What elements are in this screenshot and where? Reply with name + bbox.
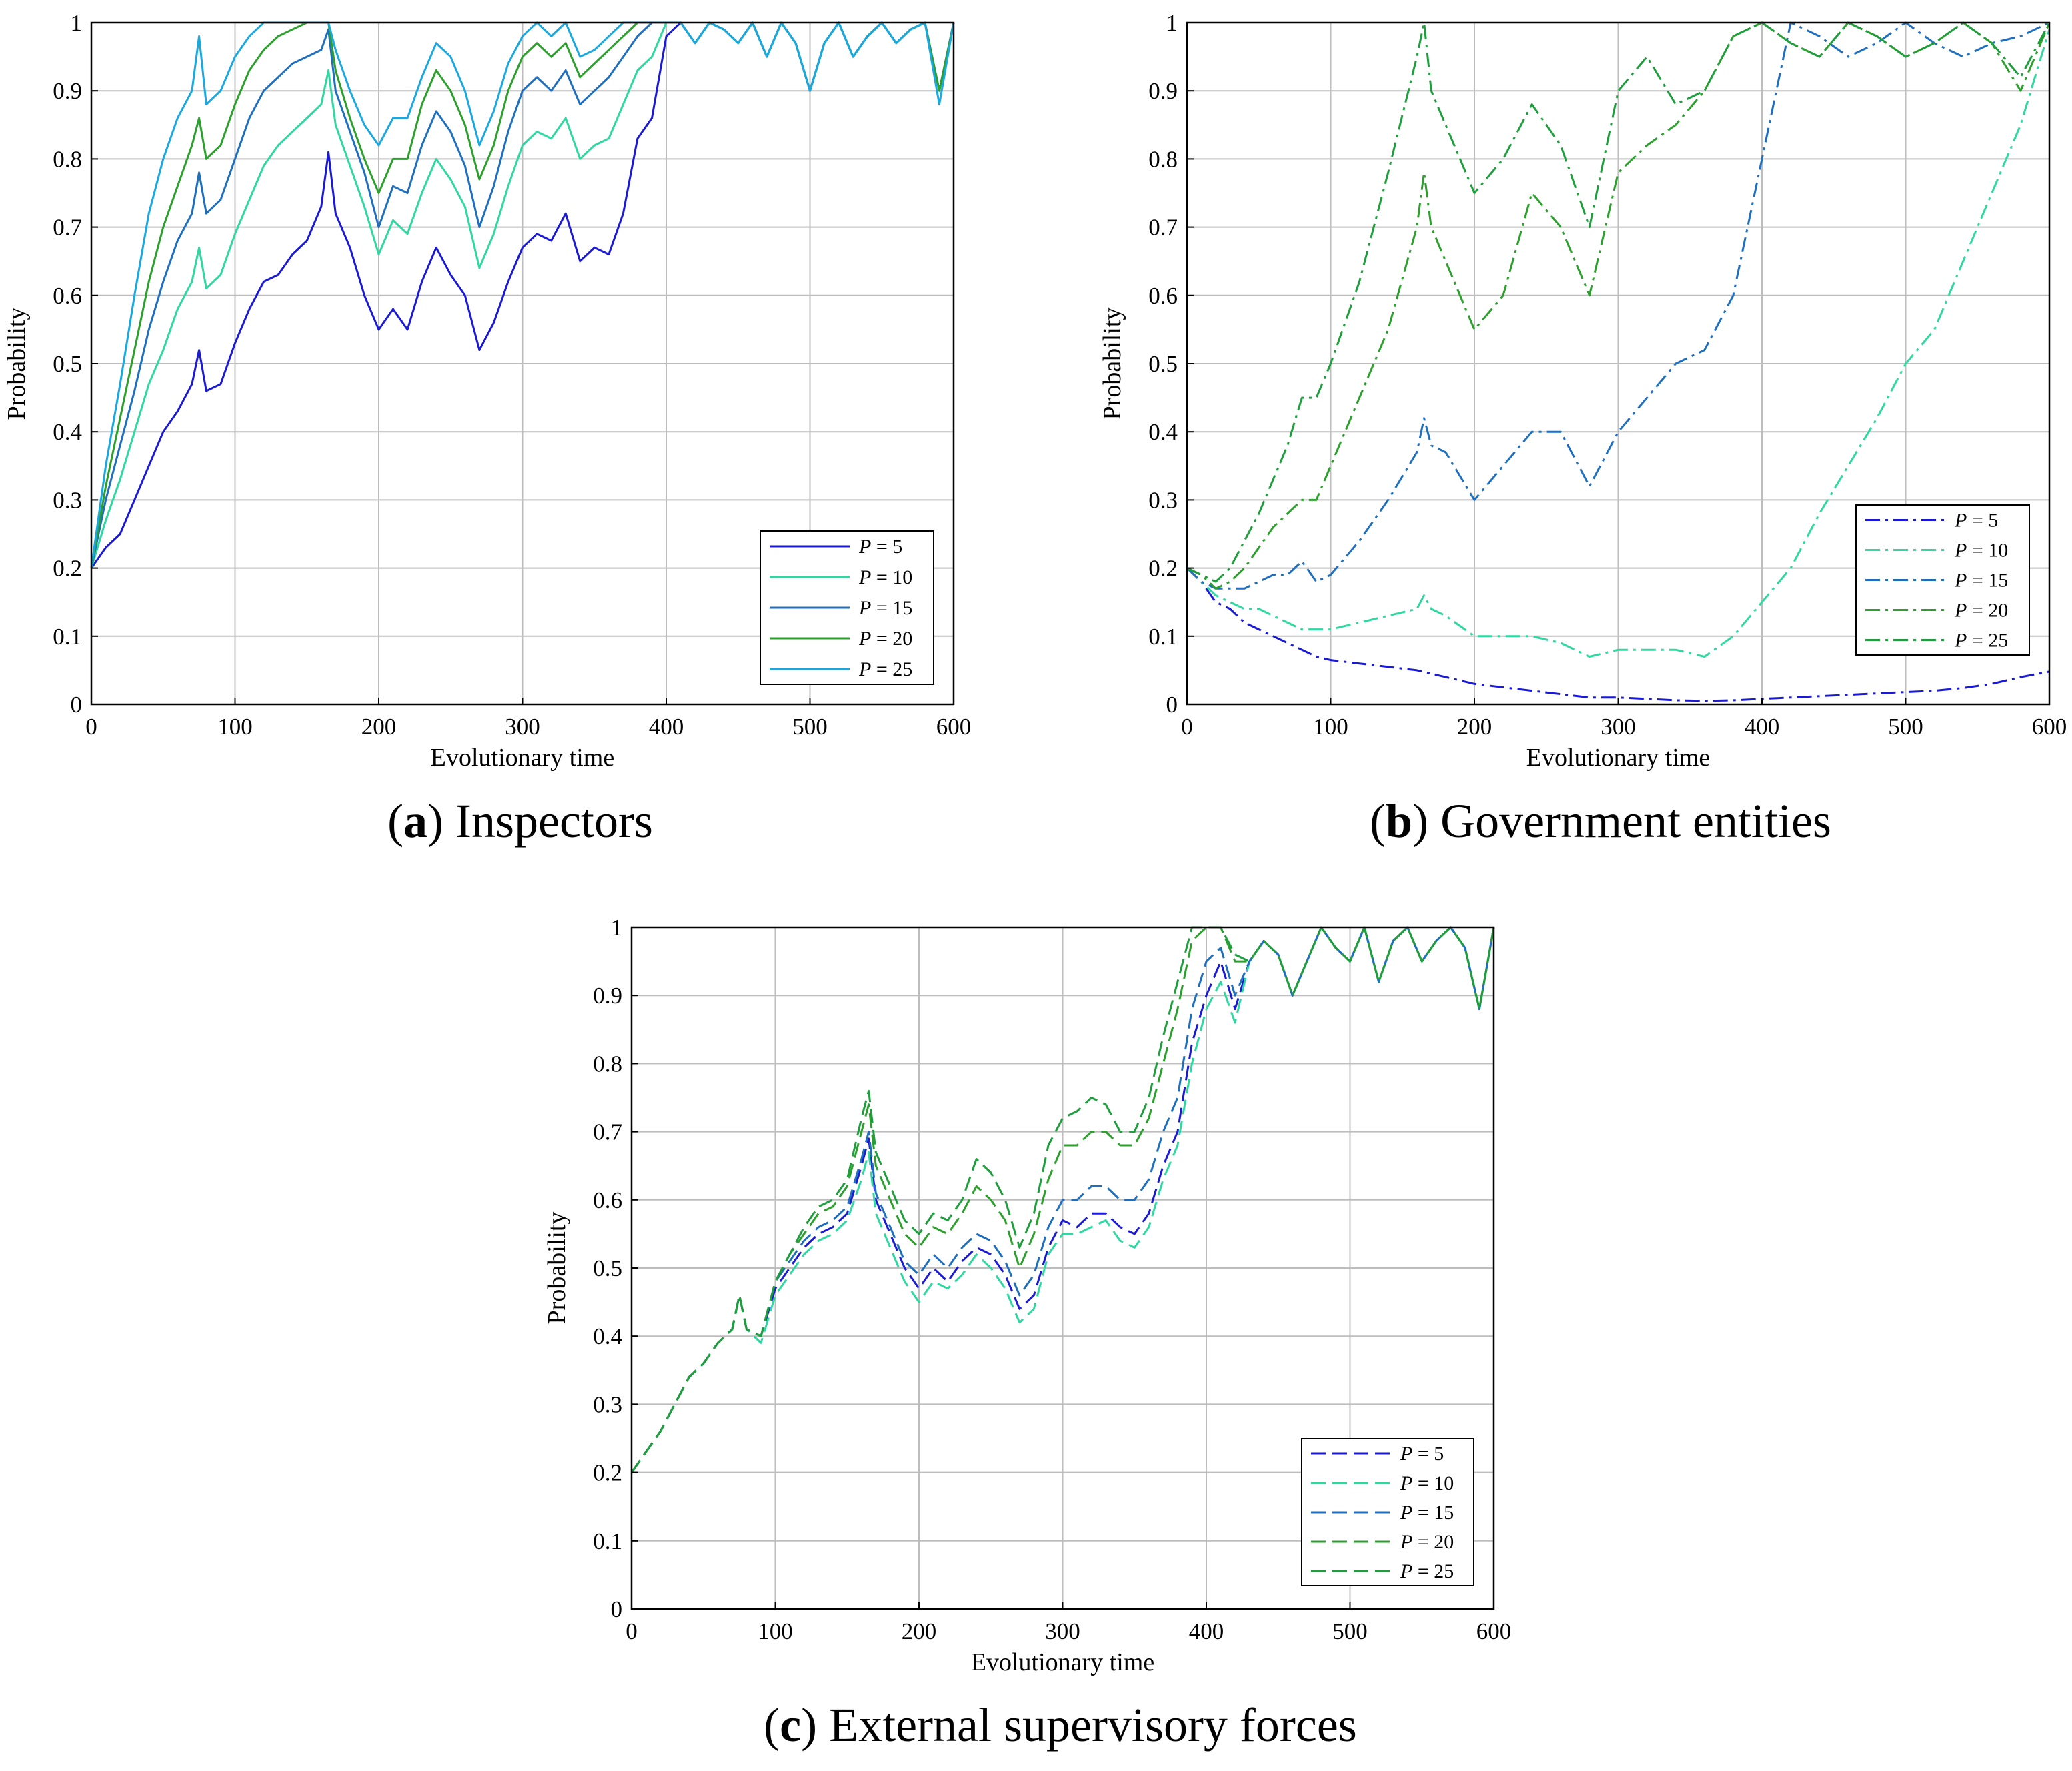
legend-label-p25: P = 25 [1400, 1560, 1454, 1582]
x-tick-label: 200 [902, 1618, 937, 1644]
y-tick-label: 0.5 [53, 351, 82, 377]
y-tick-label: 0.7 [1148, 215, 1178, 241]
y-tick-label: 0 [611, 1596, 623, 1622]
y-tick-label: 0.1 [53, 624, 82, 650]
legend-label-p15: P = 15 [1954, 570, 2008, 592]
y-tick-label: 0 [71, 692, 83, 718]
legend: P = 5 P = 10 P = 15 P = 20 P = 25 [760, 530, 934, 685]
y-tick-label: 0.4 [1148, 419, 1178, 445]
x-tick-label: 600 [2032, 714, 2067, 740]
series-line-p25 [630, 926, 1495, 1473]
y-tick-label: 0.2 [53, 556, 82, 582]
series-line-p5 [1186, 567, 2050, 702]
x-tick-label: 600 [1476, 1618, 1512, 1644]
series-line-p20 [1186, 21, 2051, 590]
legend-label-p10: P = 10 [1954, 540, 2008, 562]
legend: P = 5 P = 10 P = 15 P = 20 P = 25 [1301, 1438, 1474, 1586]
x-tick-label: 500 [792, 714, 828, 740]
x-tick-label: 400 [1745, 714, 1780, 740]
series-line-p10 [1186, 29, 2051, 658]
x-tick-label: 100 [217, 714, 253, 740]
x-tick-label: 500 [1888, 714, 1923, 740]
x-tick-label: 600 [936, 714, 972, 740]
y-tick-label: 0.5 [1148, 351, 1178, 377]
y-axis-title: Probability [543, 1212, 571, 1325]
x-tick-label: 400 [1189, 1618, 1224, 1644]
x-tick-label: 200 [361, 714, 397, 740]
chart-panel-a: 0 100 200 300 400 500 600 0 0.1 0.2 0.3 0.4 0.5 0.6 0.… [3, 10, 971, 848]
series-line-p25 [1186, 21, 2051, 583]
x-tick-label: 100 [1313, 714, 1348, 740]
y-tick-label: 0.3 [1148, 487, 1178, 513]
y-tick-label: 0.9 [1148, 78, 1178, 104]
x-axis-title: Evolutionary time [971, 1648, 1154, 1676]
series-line-p10 [630, 926, 1495, 1473]
legend-label-p25: P = 25 [858, 658, 912, 680]
y-tick-label: 0.8 [1148, 146, 1178, 172]
legend-label-p10: P = 10 [1400, 1472, 1454, 1494]
chart-panel-c: 0 100 200 300 400 500 600 0 0.1 0.2 0.3 0.4 0.5 0.6 0.… [543, 915, 1511, 1752]
y-axis-title: Probability [3, 308, 31, 420]
y-tick-label: 0.9 [53, 78, 82, 104]
caption-b: (b) Government entities [1370, 794, 1831, 848]
y-tick-label: 0.3 [53, 487, 82, 513]
series-lines [1186, 21, 2051, 702]
y-tick-label: 0.7 [53, 215, 82, 241]
x-tick-label: 0 [85, 714, 97, 740]
y-tick-label: 0.2 [1148, 556, 1178, 582]
y-tick-label: 0.6 [593, 1187, 622, 1213]
x-tick-label: 300 [505, 714, 540, 740]
x-tick-label: 0 [626, 1618, 638, 1644]
legend-label-p20: P = 20 [1954, 600, 2008, 622]
chart-panel-b: 0 100 200 300 400 500 600 0 0.1 0.2 0.3 0.4 0.5 0.6 0.… [1098, 10, 2067, 848]
legend-label-p15: P = 15 [858, 597, 912, 619]
y-tick-label: 0.1 [1148, 624, 1178, 650]
x-tick-label: 100 [758, 1618, 793, 1644]
y-tick-label: 1 [71, 10, 83, 36]
y-tick-label: 0.2 [593, 1460, 622, 1486]
y-tick-label: 0.9 [593, 983, 622, 1009]
y-tick-label: 0.1 [593, 1528, 622, 1554]
legend-label-p5: P = 5 [1400, 1443, 1444, 1465]
x-tick-label: 300 [1045, 1618, 1080, 1644]
series-line-p25 [90, 21, 955, 568]
y-tick-label: 0.8 [53, 146, 82, 172]
y-tick-label: 0.7 [593, 1119, 622, 1145]
legend-label-p5: P = 5 [1954, 510, 1998, 532]
x-tick-label: 0 [1181, 714, 1193, 740]
y-tick-label: 0.4 [593, 1323, 622, 1349]
legend-label-p20: P = 20 [858, 628, 912, 650]
y-tick-label: 1 [1166, 10, 1178, 36]
legend-label-p20: P = 20 [1400, 1531, 1454, 1553]
y-tick-label: 0.5 [593, 1255, 622, 1281]
series-lines [630, 926, 1495, 1473]
series-line-p15 [1186, 21, 2050, 590]
y-tick-label: 0.6 [1148, 283, 1178, 309]
legend-label-p15: P = 15 [1400, 1502, 1454, 1524]
caption-c: (c) External supervisory forces [764, 1698, 1357, 1752]
series-lines [90, 21, 955, 569]
x-tick-label: 200 [1457, 714, 1492, 740]
x-axis-title: Evolutionary time [1526, 744, 1710, 772]
legend-label-p10: P = 10 [858, 566, 912, 588]
y-axis-title: Probability [1098, 308, 1126, 420]
y-tick-label: 0.6 [53, 283, 82, 309]
y-tick-label: 0.4 [53, 419, 82, 445]
legend-label-p5: P = 5 [858, 536, 902, 558]
y-tick-label: 0 [1166, 692, 1178, 718]
legend-label-p25: P = 25 [1954, 630, 2008, 652]
legend: P = 5 P = 10 P = 15 P = 20 P = 25 [1855, 504, 2030, 656]
x-tick-label: 300 [1601, 714, 1636, 740]
x-tick-label: 500 [1332, 1618, 1368, 1644]
y-tick-label: 0.8 [593, 1051, 622, 1077]
x-tick-label: 400 [649, 714, 684, 740]
y-tick-label: 1 [611, 915, 623, 941]
x-axis-title: Evolutionary time [431, 744, 614, 772]
caption-a: (a) Inspectors [387, 794, 653, 848]
y-tick-label: 0.3 [593, 1391, 622, 1417]
